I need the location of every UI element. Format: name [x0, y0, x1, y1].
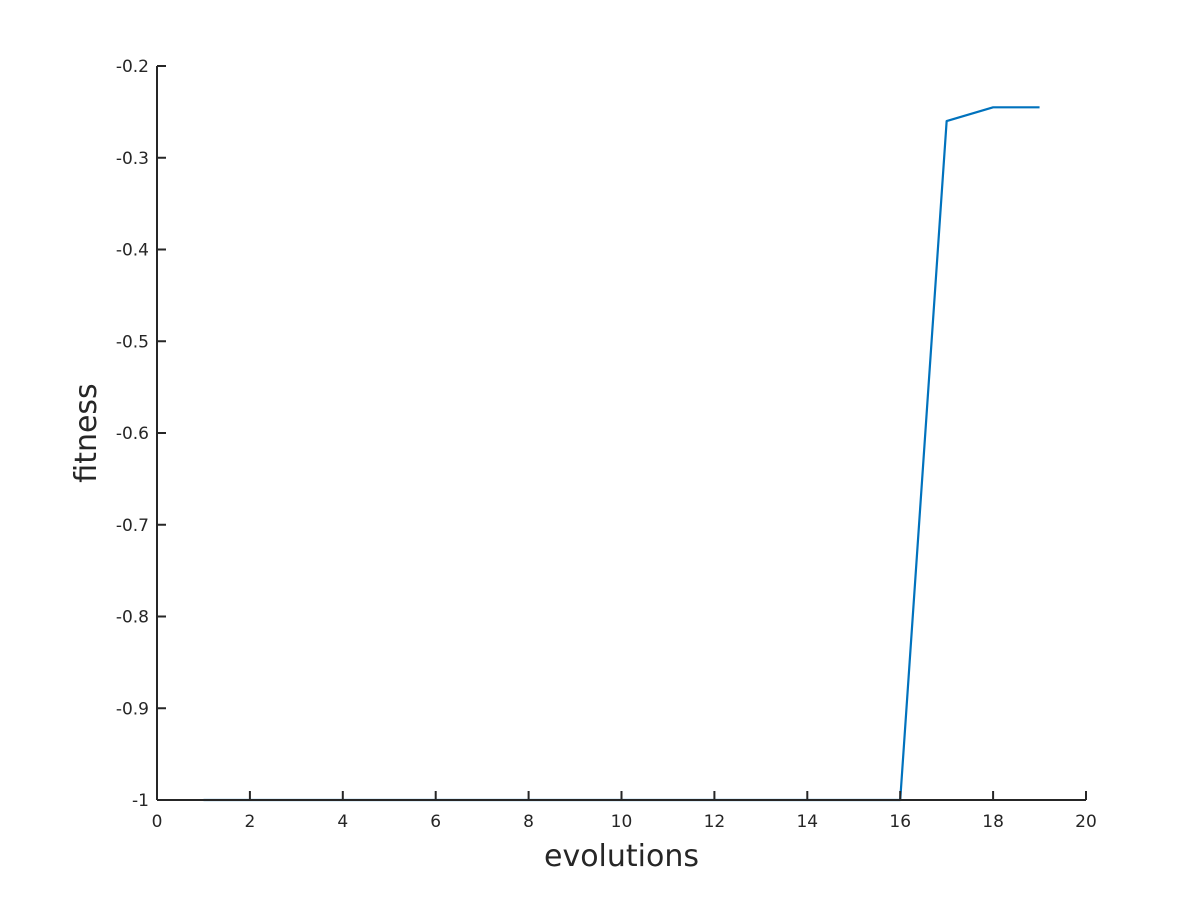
y-tick-label: -0.4 [116, 241, 149, 261]
y-tick-label: -0.7 [116, 516, 149, 536]
x-tick-label: 8 [523, 812, 534, 832]
x-tick-label: 6 [430, 812, 441, 832]
y-tick-label: -0.3 [116, 149, 149, 169]
x-axis-label: evolutions [544, 839, 699, 874]
y-tick-label: -0.5 [116, 332, 149, 352]
x-tick-label: 12 [704, 812, 726, 832]
y-tick-label: -1 [132, 791, 149, 811]
x-ticks: 0 2 4 6 8 10 12 14 16 18 20 [152, 791, 1097, 832]
x-tick-label: 20 [1075, 812, 1097, 832]
plot-area [203, 106, 1040, 802]
x-tick-label: 4 [337, 812, 348, 832]
y-tick-label: -0.9 [116, 699, 149, 719]
y-axis-label: fitness [69, 383, 104, 482]
x-tick-label: 16 [889, 812, 911, 832]
y-tick-label: -0.6 [116, 424, 149, 444]
fitness-series-line [203, 106, 1040, 802]
x-tick-label: 0 [152, 812, 163, 832]
y-tick-label: -0.8 [116, 608, 149, 628]
x-tick-label: 18 [982, 812, 1004, 832]
axes: 0 2 4 6 8 10 12 14 16 18 20 -1 -0.9 -0.8 -0.7 -0.6 -0.5… [116, 57, 1097, 832]
x-tick-label: 14 [796, 812, 818, 832]
x-tick-label: 2 [244, 812, 255, 832]
x-tick-label: 10 [611, 812, 633, 832]
y-ticks: -1 -0.9 -0.8 -0.7 -0.6 -0.5 -0.4 -0.3 -0.2 [116, 57, 166, 811]
y-tick-label: -0.2 [116, 57, 149, 77]
